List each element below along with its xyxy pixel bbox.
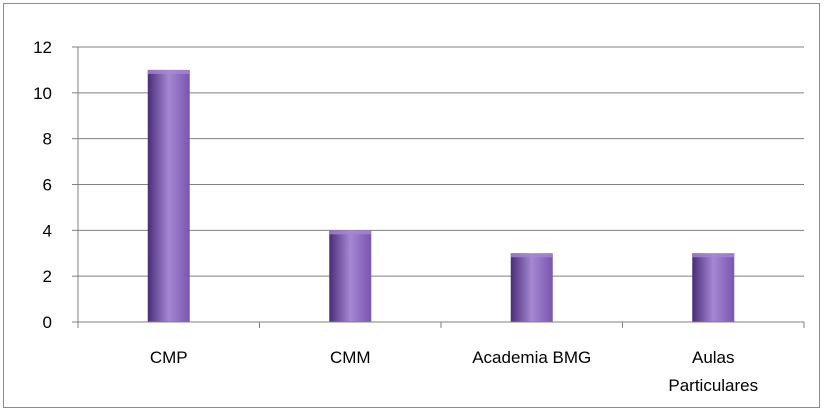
y-tick-label: 4: [43, 221, 52, 240]
bar-cap: [329, 230, 372, 235]
gridlines: [78, 46, 804, 277]
bar: [510, 253, 553, 322]
y-tick-label: 8: [43, 130, 52, 149]
x-tick-label: CMP: [150, 348, 188, 367]
x-tick-label: Academia BMG: [472, 348, 591, 367]
y-tick-label: 0: [43, 313, 52, 332]
y-tick-label: 2: [43, 267, 52, 286]
y-tick-label: 12: [33, 38, 52, 57]
bar-cap: [510, 253, 553, 258]
bars: [147, 69, 735, 323]
bar-cap: [147, 69, 190, 74]
bar: [147, 69, 190, 323]
x-tick-label: Aulas Particulares: [668, 348, 758, 395]
bar-cap: [692, 253, 735, 258]
chart-frame: [3, 3, 820, 408]
bar: [692, 253, 735, 322]
y-tick-label: 6: [43, 176, 52, 195]
bar: [329, 230, 372, 322]
axes: [72, 46, 805, 328]
y-tick-label: 10: [33, 84, 52, 103]
x-tick-label: CMM: [330, 348, 371, 367]
tick-labels: 0 2 4 6 8 10 12 CMP CMM Academia BMG Aulas Particul…: [33, 38, 758, 395]
